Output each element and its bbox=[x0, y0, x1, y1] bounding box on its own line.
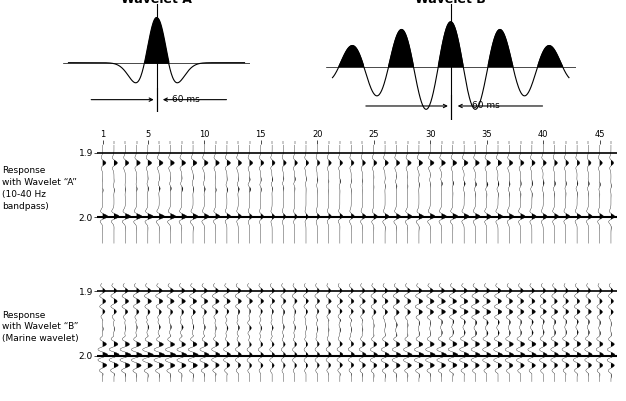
Text: Response
with Wavelet “A”
(10-40 Hz
bandpass): Response with Wavelet “A” (10-40 Hz band… bbox=[2, 166, 77, 211]
Title: Wavelet A: Wavelet A bbox=[121, 0, 192, 6]
Text: 60 ms: 60 ms bbox=[172, 95, 200, 104]
Text: 60 ms: 60 ms bbox=[471, 101, 500, 111]
Text: Response
with Wavelet “B”
(Marine wavelet): Response with Wavelet “B” (Marine wavele… bbox=[2, 310, 78, 343]
Title: Wavelet B: Wavelet B bbox=[415, 0, 486, 6]
